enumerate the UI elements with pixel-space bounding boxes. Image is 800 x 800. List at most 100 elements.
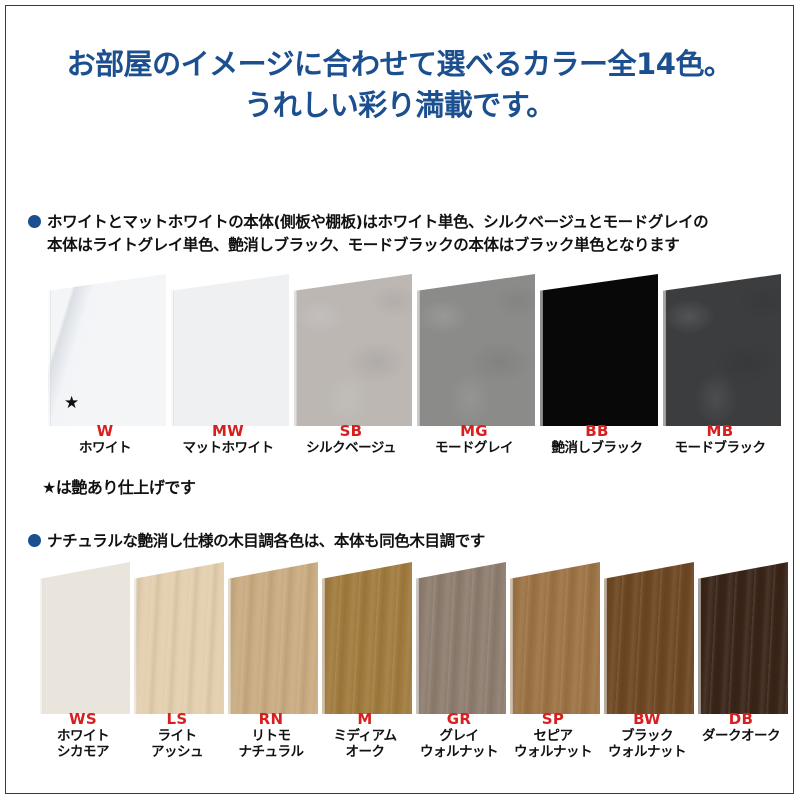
swatch-name-line-1: ダークオーク [702,728,781,744]
swatch-chip-bw [604,562,694,714]
swatch-chip-mb [663,274,781,426]
panel-edge [416,562,419,714]
swatch-name-line-2: オーク [345,744,386,760]
panel-edge [663,274,666,426]
swatch-color-face [698,562,788,714]
swatch-name-line-1: マットホワイト [182,440,275,456]
swatch-code: MW [211,422,245,440]
swatch-name-line-1: ホワイト [57,728,110,744]
note-bullet-1-line-1: ホワイトとマットホワイトの本体(側板や棚板)はホワイト単色、シルクベージュとモー… [47,213,709,231]
swatch-ls[interactable] [130,562,224,722]
swatch-chip-sp [510,562,600,714]
swatch-chip-bb [540,274,658,426]
swatch-label-ls: LS ライト アッシュ [130,710,224,761]
swatch-name-line-2: ウォルナット [420,744,499,760]
swatch-color-face [171,274,289,426]
swatch-m[interactable] [318,562,412,722]
swatch-name-line-1: セピア [533,728,574,744]
swatch-chip-ws [40,562,130,714]
swatch-color-face [604,562,694,714]
swatch-chip-gr [416,562,506,714]
swatch-name-line-1: 艶消しブラック [551,440,644,456]
swatch-color-face [540,274,658,426]
panel-edge [294,274,297,426]
panel-edge [322,562,325,714]
swatch-ws[interactable] [36,562,130,722]
panel-edge [48,274,51,426]
swatch-code: DB [728,710,754,728]
headline-line-2: うれしい彩り満載です。 [244,88,555,123]
swatch-color-face [510,562,600,714]
swatch-mb[interactable] [659,274,781,434]
panel-edge [510,562,513,714]
swatch-mg[interactable] [413,274,535,434]
gloss-star-icon: ★ [64,393,80,413]
swatch-name-line-1: ブラック [621,728,674,744]
swatch-bb[interactable] [536,274,658,434]
swatch-w[interactable]: ★ [44,274,166,434]
panel-edge [228,562,231,714]
note-bullet-2-text: ナチュラルな艶消し仕様の木目調各色は、本体も同色木目調です [47,530,485,553]
swatch-label-db: DB ダークオーク [694,710,788,745]
swatch-color-face [40,562,130,714]
swatch-chip-mw [171,274,289,426]
swatch-name-line-2: アッシュ [151,744,204,760]
swatch-sb[interactable] [290,274,412,434]
swatch-mw[interactable] [167,274,289,434]
swatch-code: MG [460,422,488,440]
swatch-label-m: M ミディアム オーク [318,710,412,761]
panel-edge [698,562,701,714]
swatch-row-solid-colors: ★ [6,274,793,434]
swatch-chip-mg [417,274,535,426]
swatch-code: GR [446,710,472,728]
panel-edge [604,562,607,714]
note-bullet-1: ホワイトとマットホワイトの本体(側板や棚板)はホワイト単色、シルクベージュとモー… [28,211,709,257]
panel-edge [540,274,543,426]
swatch-name-line-1: シルクベージュ [306,440,396,456]
swatch-name-line-1: ライト [157,728,198,744]
swatch-gr[interactable] [412,562,506,722]
swatch-color-face [663,274,781,426]
swatch-label-w: W ホワイト [44,423,166,457]
swatch-chip-rn [228,562,318,714]
page-frame: お部屋のイメージに合わせて選べるカラー全14色。 うれしい彩り満載です。 ホワイ… [5,5,794,794]
swatch-row-woodgrain-colors [6,562,793,722]
swatch-label-gr: GR グレイ ウォルナット [412,710,506,761]
swatch-chip-m [322,562,412,714]
note-bullet-1-line-2: 本体はライトグレイ単色、艶消しブラック、モードブラックの本体はブラック単色となり… [47,235,680,254]
swatch-label-rn: RN リトモ ナチュラル [224,710,318,761]
swatch-code: BB [585,422,609,440]
swatch-code: RN [258,710,284,728]
swatch-code: MB [706,422,734,440]
swatch-code: M [357,710,373,728]
swatch-label-mw: MW マットホワイト [167,422,289,457]
swatch-code: WS [69,710,97,728]
panel-edge [417,274,420,426]
swatch-chip-sb [294,274,412,426]
swatch-color-face [228,562,318,714]
swatch-color-face [294,274,412,426]
note-bullet-1-text: ホワイトとマットホワイトの本体(側板や棚板)はホワイト単色、シルクベージュとモー… [47,211,709,257]
swatch-label-sp: SP セピア ウォルナット [506,711,600,761]
bullet-dot-icon [28,534,41,547]
swatch-name-line-2: ウォルナット [514,744,593,760]
swatch-label-bb: BB 艶消しブラック [536,422,658,457]
swatch-name-line-1: ホワイト [79,440,132,456]
headline-line-1: お部屋のイメージに合わせて選べるカラー全14色。 [66,47,733,81]
swatch-color-face [134,562,224,714]
swatch-bw[interactable] [600,562,694,722]
swatch-label-sb: SB シルクベージュ [290,423,412,457]
swatch-code: LS [166,710,188,728]
swatch-name-line-2: ナチュラル [238,744,305,760]
swatch-label-bw: BW ブラック ウォルナット [600,710,694,761]
swatch-label-mg: MG モードグレイ [413,422,535,457]
note-bullet-2: ナチュラルな艶消し仕様の木目調各色は、本体も同色木目調です [28,530,485,553]
swatch-chip-db [698,562,788,714]
swatch-name-line-1: グレイ [439,728,480,744]
swatch-label-ws: WS ホワイト シカモア [36,710,130,761]
swatch-rn[interactable] [224,562,318,722]
swatch-db[interactable] [694,562,788,722]
swatch-code: BW [633,710,661,728]
swatch-sp[interactable] [506,562,600,722]
swatch-chip-w: ★ [48,274,166,426]
